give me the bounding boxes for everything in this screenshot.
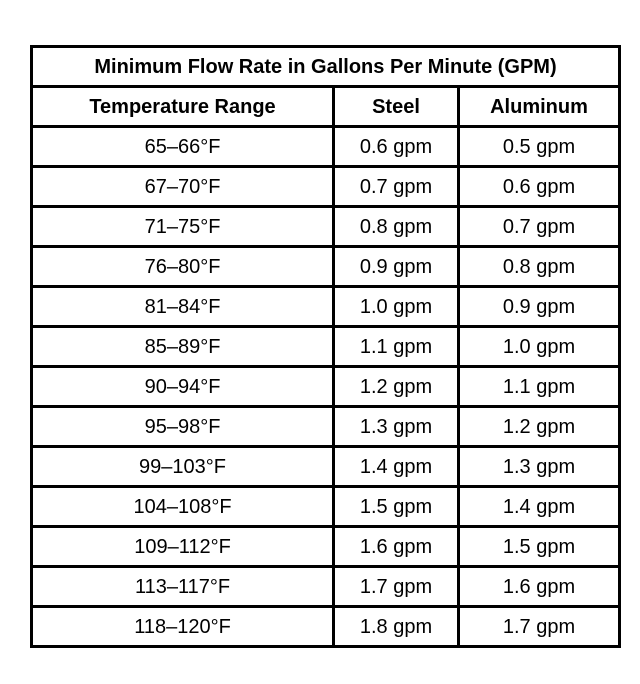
table-row: 113–117°F 1.7 gpm 1.6 gpm xyxy=(30,565,621,608)
table-row: 109–112°F 1.6 gpm 1.5 gpm xyxy=(30,525,621,568)
temp-range-cell: 109–112°F xyxy=(30,525,335,568)
column-header-temperature-range: Temperature Range xyxy=(30,85,335,128)
steel-gpm-cell: 0.9 gpm xyxy=(332,245,460,288)
steel-gpm-cell: 1.0 gpm xyxy=(332,285,460,328)
table-row: 81–84°F 1.0 gpm 0.9 gpm xyxy=(30,285,621,328)
aluminum-gpm-cell: 1.7 gpm xyxy=(457,605,621,648)
flow-rate-table: Minimum Flow Rate in Gallons Per Minute … xyxy=(30,45,621,648)
steel-gpm-cell: 1.5 gpm xyxy=(332,485,460,528)
temp-range-cell: 76–80°F xyxy=(30,245,335,288)
aluminum-gpm-cell: 0.6 gpm xyxy=(457,165,621,208)
table-row: 90–94°F 1.2 gpm 1.1 gpm xyxy=(30,365,621,408)
steel-gpm-cell: 0.7 gpm xyxy=(332,165,460,208)
table-row: 65–66°F 0.6 gpm 0.5 gpm xyxy=(30,125,621,168)
steel-gpm-cell: 1.2 gpm xyxy=(332,365,460,408)
aluminum-gpm-cell: 1.2 gpm xyxy=(457,405,621,448)
column-header-aluminum: Aluminum xyxy=(457,85,621,128)
temp-range-cell: 95–98°F xyxy=(30,405,335,448)
table-title-row: Minimum Flow Rate in Gallons Per Minute … xyxy=(30,45,621,88)
aluminum-gpm-cell: 1.1 gpm xyxy=(457,365,621,408)
steel-gpm-cell: 1.6 gpm xyxy=(332,525,460,568)
steel-gpm-cell: 1.1 gpm xyxy=(332,325,460,368)
steel-gpm-cell: 1.7 gpm xyxy=(332,565,460,608)
temp-range-cell: 81–84°F xyxy=(30,285,335,328)
aluminum-gpm-cell: 0.5 gpm xyxy=(457,125,621,168)
temp-range-cell: 104–108°F xyxy=(30,485,335,528)
steel-gpm-cell: 1.3 gpm xyxy=(332,405,460,448)
steel-gpm-cell: 1.4 gpm xyxy=(332,445,460,488)
steel-gpm-cell: 0.8 gpm xyxy=(332,205,460,248)
temp-range-cell: 99–103°F xyxy=(30,445,335,488)
aluminum-gpm-cell: 1.4 gpm xyxy=(457,485,621,528)
temp-range-cell: 113–117°F xyxy=(30,565,335,608)
aluminum-gpm-cell: 0.8 gpm xyxy=(457,245,621,288)
table-row: 67–70°F 0.7 gpm 0.6 gpm xyxy=(30,165,621,208)
table-row: 118–120°F 1.8 gpm 1.7 gpm xyxy=(30,605,621,648)
table-row: 99–103°F 1.4 gpm 1.3 gpm xyxy=(30,445,621,488)
aluminum-gpm-cell: 0.9 gpm xyxy=(457,285,621,328)
table-row: 104–108°F 1.5 gpm 1.4 gpm xyxy=(30,485,621,528)
temp-range-cell: 118–120°F xyxy=(30,605,335,648)
column-header-steel: Steel xyxy=(332,85,460,128)
aluminum-gpm-cell: 1.5 gpm xyxy=(457,525,621,568)
steel-gpm-cell: 0.6 gpm xyxy=(332,125,460,168)
aluminum-gpm-cell: 1.6 gpm xyxy=(457,565,621,608)
temp-range-cell: 71–75°F xyxy=(30,205,335,248)
temp-range-cell: 85–89°F xyxy=(30,325,335,368)
table-row: 95–98°F 1.3 gpm 1.2 gpm xyxy=(30,405,621,448)
aluminum-gpm-cell: 1.0 gpm xyxy=(457,325,621,368)
table-row: 76–80°F 0.9 gpm 0.8 gpm xyxy=(30,245,621,288)
steel-gpm-cell: 1.8 gpm xyxy=(332,605,460,648)
temp-range-cell: 90–94°F xyxy=(30,365,335,408)
aluminum-gpm-cell: 1.3 gpm xyxy=(457,445,621,488)
aluminum-gpm-cell: 0.7 gpm xyxy=(457,205,621,248)
temp-range-cell: 65–66°F xyxy=(30,125,335,168)
table-title: Minimum Flow Rate in Gallons Per Minute … xyxy=(30,45,621,88)
temp-range-cell: 67–70°F xyxy=(30,165,335,208)
table-header-row: Temperature Range Steel Aluminum xyxy=(30,85,621,128)
table-row: 85–89°F 1.1 gpm 1.0 gpm xyxy=(30,325,621,368)
table-row: 71–75°F 0.8 gpm 0.7 gpm xyxy=(30,205,621,248)
